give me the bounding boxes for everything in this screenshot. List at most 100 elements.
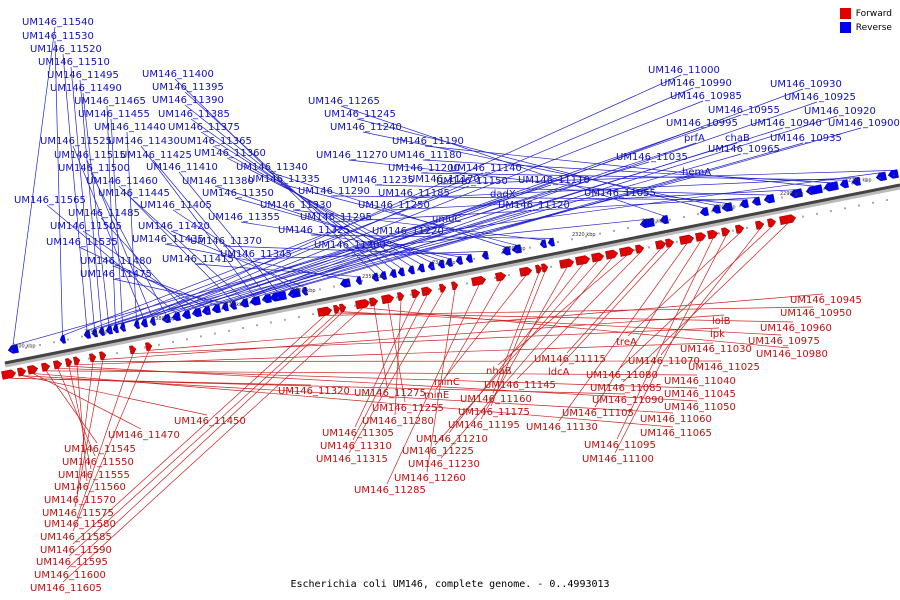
- forward-gene-label: UM146_11570: [44, 495, 116, 506]
- reverse-gene-label: UM146_11335: [248, 174, 320, 185]
- reverse-gene-label: UM146_11035: [616, 152, 688, 163]
- reverse-gene-label: UM146_11500: [58, 163, 130, 174]
- forward-gene-label: UM146_11060: [640, 414, 712, 425]
- reverse-gene-label: UM146_11170: [408, 174, 480, 185]
- reverse-gene-label: UM146_11270: [316, 150, 388, 161]
- reverse-gene-arrow: [751, 196, 761, 206]
- legend-forward: Forward: [839, 8, 892, 19]
- reverse-gene-arrow: [181, 310, 191, 320]
- forward-gene-arrow: [73, 356, 81, 366]
- legend-reverse: Reverse: [839, 22, 892, 33]
- gene-arrows: [1, 169, 899, 380]
- forward-gene-label: UM146_11255: [372, 403, 444, 414]
- forward-gene-label: UM146_11095: [584, 440, 656, 451]
- reverse-gene-label: UM146_11235: [342, 175, 414, 186]
- forward-gene-arrow: [655, 240, 667, 250]
- forward-gene-label: UM146_11085: [590, 383, 662, 394]
- reverse-gene-label: UM146_11380: [182, 176, 254, 187]
- reverse-gene-label: UM146_11510: [38, 57, 110, 68]
- tick-label: 2340 kbp: [432, 260, 456, 266]
- reverse-gene-label: UM146_11265: [308, 96, 380, 107]
- reverse-gene-arrow: [839, 179, 849, 189]
- forward-gene-arrow: [421, 286, 433, 297]
- forward-gene-arrow: [695, 232, 707, 242]
- forward-gene-label: UM146_11195: [448, 420, 520, 431]
- forward-gene-label: UM146_11315: [316, 454, 388, 465]
- reverse-gene-arrow: [511, 244, 522, 254]
- reverse-gene-arrow: [201, 306, 211, 316]
- forward-gene-label: UM146_10975: [748, 336, 820, 347]
- forward-gene-arrow: [397, 292, 405, 301]
- forward-gene-label: UM146_11040: [664, 376, 736, 387]
- forward-gene-label: UM146_11130: [526, 422, 598, 433]
- reverse-gene-label: UM146_11375: [168, 122, 240, 133]
- reverse-gene-arrow: [875, 171, 887, 182]
- label-leader-lines: [8, 26, 894, 583]
- forward-gene-label: nhaB: [486, 366, 512, 377]
- reverse-gene-label: UM146_11350: [202, 188, 274, 199]
- reverse-gene-arrow: [739, 199, 749, 209]
- reverse-gene-arrow: [465, 253, 473, 263]
- tick-label: 2360 kbp: [292, 288, 316, 294]
- forward-gene-arrow: [439, 283, 447, 293]
- forward-gene-arrow: [53, 360, 63, 370]
- kbp-tick-marks: 2400 kbp 2390 kbp 2380 kbp 2370 kbp 2360 kbp…: [11, 174, 895, 374]
- reverse-gene-label: UM146_11240: [330, 122, 402, 133]
- forward-gene-label: UM146_11585: [40, 532, 112, 543]
- forward-gene-label: UM146_11100: [582, 454, 654, 465]
- forward-gene-label: UM146_11275: [354, 388, 426, 399]
- forward-gene-arrow: [619, 246, 635, 257]
- reverse-gene-label: UM146_11200: [388, 163, 460, 174]
- forward-gene-arrow: [451, 281, 459, 291]
- forward-gene-label: UM146_11560: [54, 482, 126, 493]
- reverse-gene-arrow: [112, 324, 119, 334]
- forward-gene-label: treA: [616, 337, 637, 348]
- reverse-gene-label: UM146_11445: [98, 188, 170, 199]
- forward-gene-label: UM146_11260: [394, 473, 466, 484]
- forward-gene-label: UM146_11470: [108, 430, 180, 441]
- reverse-gene-arrow: [301, 286, 308, 296]
- tick-label: 2300 kbp: [712, 204, 736, 210]
- reverse-gene-label: UM146_11355: [208, 212, 280, 223]
- reverse-gene-label: UM146_11530: [22, 31, 94, 42]
- reverse-gene-label: UM146_11565: [14, 195, 86, 206]
- reverse-gene-label: UM146_10955: [708, 105, 780, 116]
- reverse-gene-label: dadX: [490, 189, 516, 200]
- reverse-gene-label: UM146_10935: [770, 133, 842, 144]
- reverse-gene-arrow: [721, 202, 733, 212]
- forward-gene-arrow: [317, 306, 333, 317]
- reverse-gene-arrow: [763, 193, 775, 204]
- reverse-gene-arrow: [379, 271, 387, 280]
- reverse-gene-label: UM146_11180: [390, 150, 462, 161]
- reverse-gene-arrow: [221, 302, 229, 312]
- reverse-gene-arrow: [455, 255, 463, 265]
- forward-gene-arrow: [381, 294, 395, 305]
- reverse-gene-arrow: [211, 304, 221, 314]
- reverse-gene-arrow: [501, 246, 511, 256]
- forward-gene-arrow: [679, 234, 695, 245]
- forward-gene-arrow: [755, 220, 765, 230]
- forward-gene-label: ipk: [710, 329, 725, 340]
- reverse-gene-label: UM146_11505: [50, 221, 122, 232]
- forward-gene-arrow: [355, 299, 371, 310]
- reverse-gene-label: UM146_11435: [132, 234, 204, 245]
- tick-label: 2310 kbp: [642, 218, 666, 224]
- reverse-gene-label: hemA: [682, 167, 711, 178]
- tick-label: 2380 kbp: [152, 316, 176, 322]
- reverse-gene-label: UM146_11420: [138, 221, 210, 232]
- reverse-gene-label: UM146_11495: [47, 70, 119, 81]
- forward-gene-label: UM146_11030: [680, 344, 752, 355]
- reverse-gene-label: UM146_11395: [152, 82, 224, 93]
- reverse-gene-arrow: [269, 290, 287, 302]
- reverse-gene-label: UM146_10995: [666, 118, 738, 129]
- reverse-gene-label: UM146_11385: [158, 109, 230, 120]
- reverse-gene-label: UM146_10940: [750, 118, 822, 129]
- forward-gene-arrow: [471, 276, 487, 287]
- forward-gene-label: lolB: [712, 316, 731, 327]
- forward-gene-label: UM146_11450: [174, 416, 246, 427]
- forward-gene-arrow: [519, 266, 533, 277]
- reverse-gene-label: chaB: [725, 133, 750, 144]
- forward-gene-arrow: [65, 358, 73, 368]
- reverse-gene-label: prfA: [684, 133, 705, 144]
- reverse-gene-label: UM146_11400: [142, 69, 214, 80]
